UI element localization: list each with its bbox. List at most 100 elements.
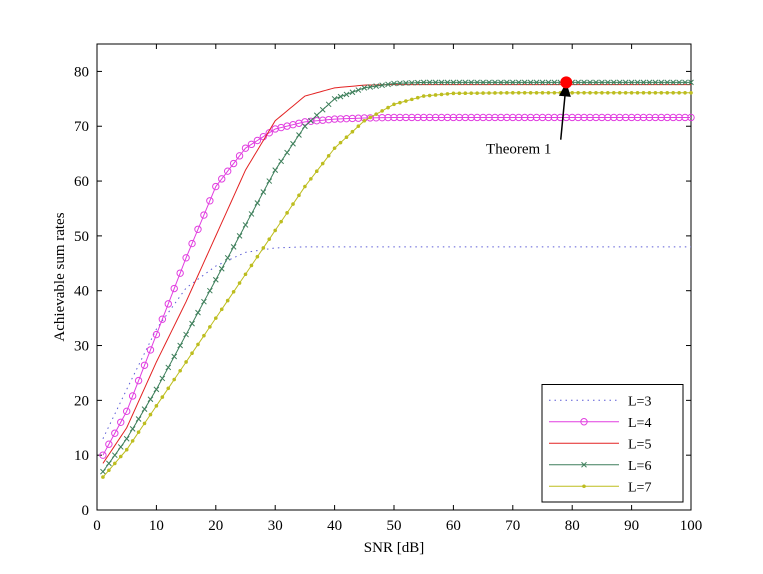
series-line (102, 81, 691, 472)
data-point (225, 298, 230, 303)
legend-label: L=6 (628, 459, 651, 474)
data-point (208, 325, 212, 329)
data-point (604, 79, 611, 86)
data-point (616, 79, 623, 86)
data-point (331, 95, 338, 102)
data-point (426, 79, 433, 86)
data-point (249, 263, 254, 268)
series-L=7 (101, 90, 693, 479)
data-point (152, 330, 161, 339)
data-point (587, 79, 593, 86)
data-point (265, 129, 273, 137)
data-point (420, 79, 427, 86)
data-point (123, 435, 130, 442)
data-point (153, 386, 160, 393)
data-point (141, 406, 148, 412)
data-point (410, 97, 414, 102)
annotation-arrow (559, 89, 567, 140)
data-point (105, 440, 113, 448)
data-point (640, 79, 647, 86)
data-point (134, 376, 143, 385)
data-point (253, 136, 262, 145)
data-point (229, 159, 238, 168)
data-point (242, 222, 249, 228)
data-point (307, 117, 314, 124)
legend-item: L=3 (549, 394, 651, 409)
data-point (303, 184, 307, 189)
data-point (403, 80, 409, 86)
data-point (194, 225, 202, 234)
series-L=6 (100, 79, 694, 475)
data-point (599, 79, 605, 86)
data-point (111, 429, 119, 437)
x-tick-label: 60 (446, 518, 461, 534)
x-tick-label: 0 (93, 518, 101, 534)
data-point (361, 85, 368, 91)
data-point (136, 430, 141, 434)
x-tick-label: 40 (327, 518, 342, 534)
data-point (243, 272, 248, 277)
data-point (539, 79, 546, 86)
data-point (551, 79, 558, 86)
data-point (182, 254, 190, 262)
data-point (291, 202, 295, 206)
data-point (158, 315, 167, 323)
data-point (123, 407, 131, 416)
data-point (487, 91, 491, 95)
data-point (600, 90, 604, 95)
data-point (184, 360, 188, 364)
data-point (166, 386, 171, 391)
legend-marker (580, 418, 588, 426)
data-point (391, 80, 397, 87)
data-point (610, 79, 617, 86)
data-point (433, 93, 438, 97)
data-point (135, 416, 142, 422)
data-point (183, 331, 189, 338)
data-point (231, 290, 236, 294)
data-point (463, 91, 468, 96)
legend-marker (581, 461, 587, 468)
data-point (504, 79, 510, 86)
data-point (546, 90, 551, 95)
y-tick-label: 10 (74, 448, 89, 464)
data-point (170, 284, 178, 293)
data-point (493, 91, 497, 95)
data-point (374, 112, 378, 116)
data-point (325, 101, 332, 108)
annotation: Theorem 1 (486, 76, 573, 158)
data-point (272, 167, 279, 173)
legend-item: L=4 (549, 416, 651, 431)
data-point (241, 144, 250, 152)
x-tick-label: 50 (387, 518, 402, 534)
data-point (528, 90, 533, 95)
series-line (102, 92, 691, 478)
data-point (148, 412, 153, 417)
data-point (499, 91, 503, 95)
data-point (117, 444, 124, 450)
data-point (178, 368, 182, 373)
data-point (527, 79, 534, 86)
data-point (474, 79, 481, 86)
data-point (404, 99, 408, 103)
data-point (521, 79, 528, 86)
data-point (368, 115, 373, 120)
data-point (658, 79, 665, 86)
data-point (492, 79, 498, 86)
annotations: Theorem 1 (486, 76, 573, 158)
y-axis-label: Achievable sum rates (52, 212, 68, 341)
data-point (664, 79, 671, 86)
x-tick-label: 100 (680, 518, 703, 534)
y-tick-label: 0 (82, 503, 90, 519)
data-point (611, 90, 616, 95)
data-point (445, 92, 450, 96)
data-point (218, 175, 226, 183)
data-point (677, 90, 681, 95)
data-point (124, 447, 129, 452)
data-point (659, 90, 664, 95)
data-point (622, 79, 629, 86)
data-point (343, 91, 350, 98)
legend-item: L=6 (549, 459, 651, 474)
data-point (356, 124, 361, 129)
data-point (165, 364, 172, 371)
